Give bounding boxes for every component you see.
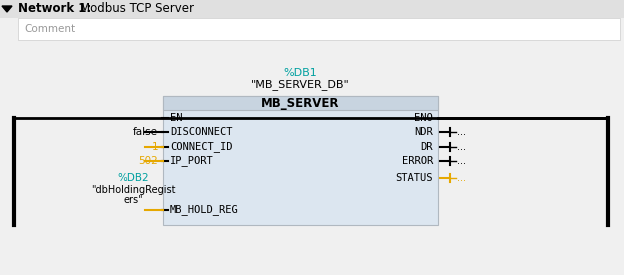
Text: IP_PORT: IP_PORT (170, 156, 214, 166)
Text: Comment: Comment (24, 24, 75, 34)
Text: EN: EN (170, 113, 182, 123)
Text: MB_SERVER: MB_SERVER (261, 97, 339, 109)
Bar (18, 18, 620, 40)
Text: ...: ... (457, 156, 466, 166)
Text: CONNECT_ID: CONNECT_ID (170, 142, 233, 152)
Text: ...: ... (457, 142, 466, 152)
Bar (163, 96, 438, 225)
Text: ...: ... (457, 173, 466, 183)
Text: "dbHoldingRegist: "dbHoldingRegist (90, 185, 175, 195)
Bar (0, 0, 624, 18)
Text: DISCONNECT: DISCONNECT (170, 127, 233, 137)
Text: NDR: NDR (414, 127, 433, 137)
Text: 502: 502 (139, 156, 158, 166)
Text: ERROR: ERROR (402, 156, 433, 166)
Text: ENO: ENO (414, 113, 433, 123)
Text: ...: ... (457, 127, 466, 137)
Text: MB_HOLD_REG: MB_HOLD_REG (170, 205, 239, 215)
Text: Modbus TCP Server: Modbus TCP Server (80, 2, 194, 15)
Text: 1: 1 (152, 142, 158, 152)
Text: ers": ers" (123, 195, 143, 205)
Text: "MB_SERVER_DB": "MB_SERVER_DB" (251, 79, 350, 90)
Text: STATUS: STATUS (396, 173, 433, 183)
Text: false: false (133, 127, 158, 137)
Text: DR: DR (421, 142, 433, 152)
Bar (163, 96, 438, 110)
Polygon shape (2, 6, 12, 12)
Text: Network 1:: Network 1: (18, 2, 91, 15)
Text: %DB2: %DB2 (117, 173, 149, 183)
Text: %DB1: %DB1 (284, 68, 318, 78)
